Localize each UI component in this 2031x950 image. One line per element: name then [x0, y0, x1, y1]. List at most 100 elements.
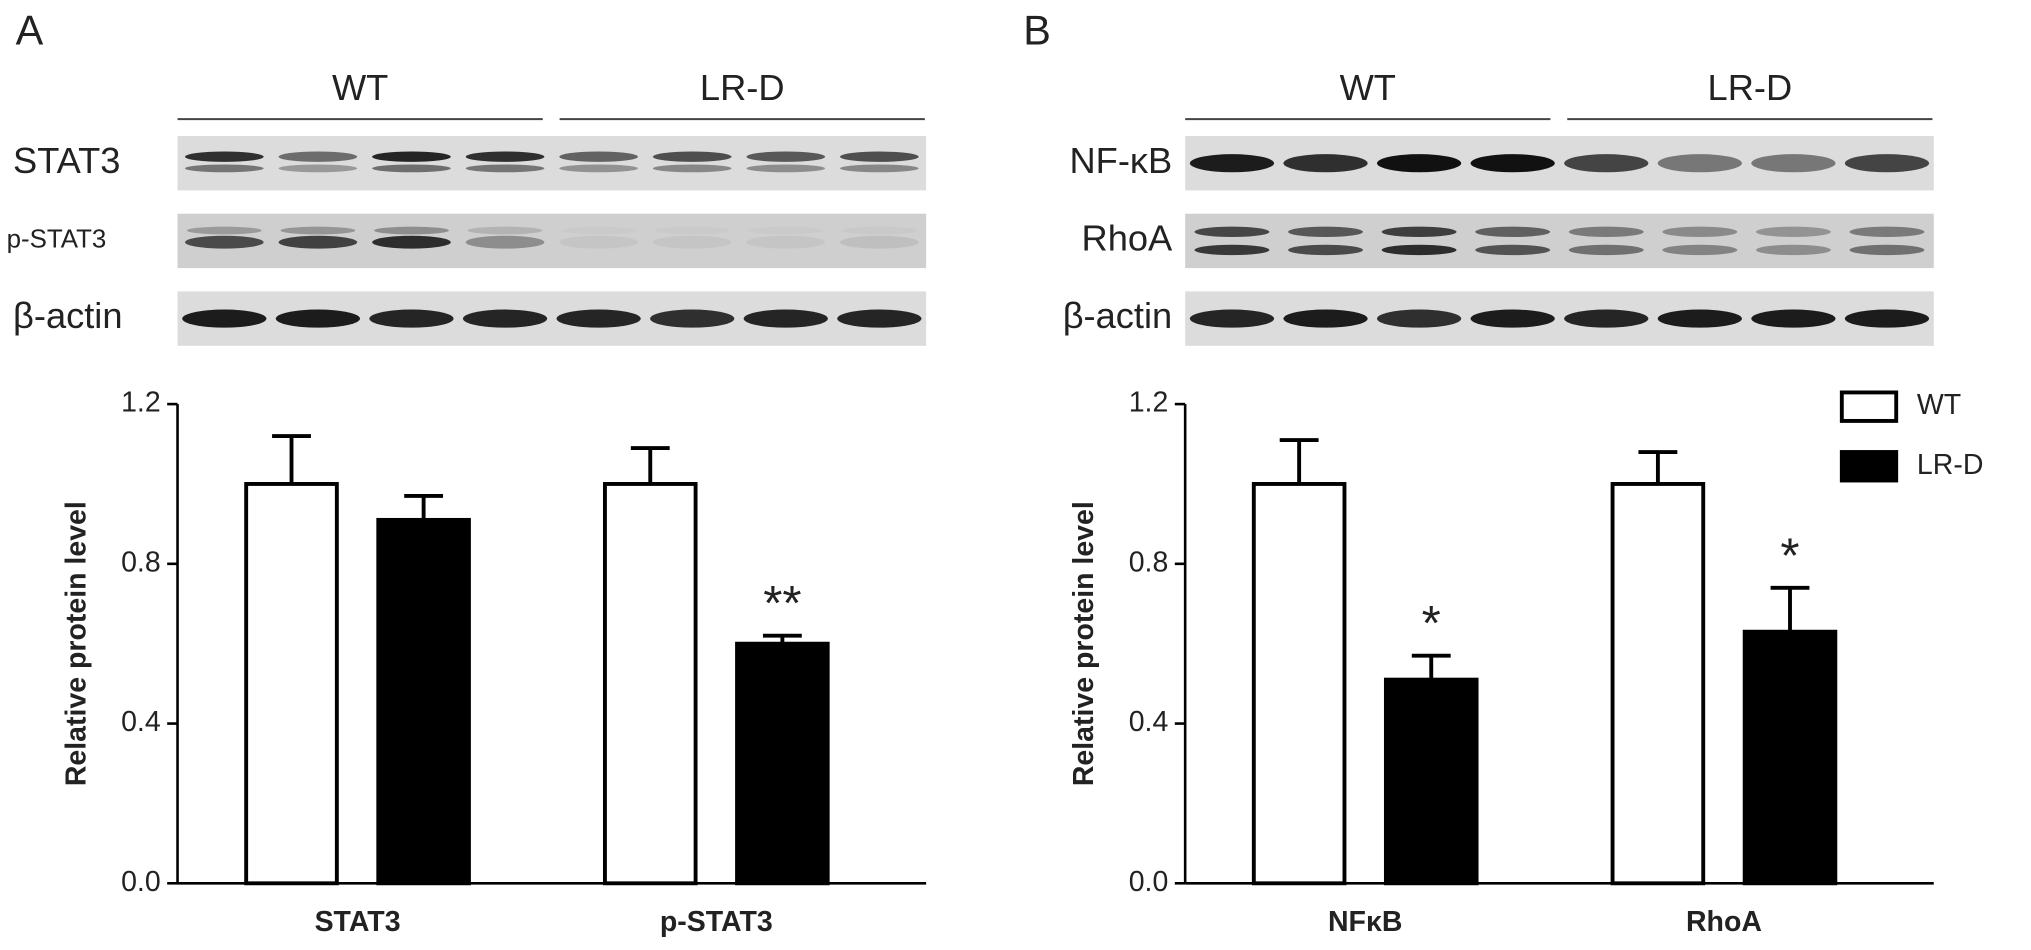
blot-band: [556, 309, 641, 328]
blot-band: [1844, 154, 1930, 173]
blot-label: β-actin: [13, 295, 123, 336]
blot-band: [1194, 226, 1270, 238]
bar: [1251, 482, 1347, 886]
blot-band: [743, 309, 828, 328]
group-label: WT: [332, 67, 388, 108]
blot-label: NF-κB: [1070, 140, 1173, 181]
blot-band: [1564, 154, 1649, 173]
significance-label: **: [763, 576, 801, 631]
blot-band: [842, 227, 917, 235]
legend-label: WT: [1917, 389, 1961, 421]
blot-band: [1189, 154, 1275, 173]
blot-band: [1849, 244, 1925, 256]
blot-band: [1849, 226, 1925, 238]
group-label: WT: [1340, 67, 1396, 108]
blot-band: [465, 151, 545, 162]
blot-band: [1662, 244, 1738, 256]
y-tick-label: 0.4: [1129, 706, 1169, 738]
y-tick-label: 0.4: [121, 706, 161, 738]
blot-band: [1657, 154, 1742, 173]
blot-band: [746, 151, 826, 162]
blot-band: [186, 226, 262, 235]
legend-swatch: [1839, 390, 1899, 423]
blot-band: [1189, 309, 1275, 328]
bar: [1742, 629, 1838, 886]
bar: [244, 482, 339, 886]
blot-band: [840, 164, 919, 173]
blot-label: STAT3: [13, 140, 120, 181]
y-tick-label: 0.8: [121, 546, 161, 578]
x-tick-label: STAT3: [315, 906, 401, 938]
blot-band: [1470, 309, 1555, 328]
blot-band: [185, 235, 264, 249]
blot-band: [1751, 154, 1836, 173]
blot-band: [462, 309, 548, 328]
blot-background: [177, 135, 927, 191]
blot-band: [650, 309, 735, 328]
y-axis-label: Relative protein level: [60, 501, 92, 786]
blot-band: [467, 226, 543, 235]
blot-band: [559, 164, 638, 173]
y-tick-label: 0.8: [1129, 546, 1169, 578]
blot-band: [1751, 309, 1836, 328]
blot-band: [1475, 244, 1551, 256]
blot-band: [278, 235, 358, 249]
blot-band: [374, 226, 449, 235]
blot-band: [559, 235, 638, 249]
blot-band: [1283, 309, 1368, 328]
y-tick-label: 0.0: [121, 866, 161, 898]
y-tick-label: 1.2: [1129, 387, 1169, 419]
blot-label: β-actin: [1063, 295, 1173, 336]
blot-band: [652, 164, 732, 173]
blot-band: [840, 235, 919, 249]
blot-band: [278, 164, 358, 173]
panel-label: B: [1023, 7, 1051, 54]
blot-band: [372, 235, 451, 249]
blot-band: [1381, 226, 1457, 238]
bar: [1610, 482, 1706, 886]
blot-band: [369, 309, 454, 328]
blot-band: [1283, 154, 1368, 173]
bar: [602, 482, 698, 886]
blot-band: [1376, 309, 1462, 328]
blot-band: [1755, 244, 1831, 256]
blot-band: [1288, 244, 1363, 256]
blot-band: [1564, 309, 1649, 328]
blot-band: [372, 164, 451, 173]
blot-band: [465, 235, 545, 249]
blot-band: [185, 151, 264, 162]
y-axis-label: Relative protein level: [1068, 501, 1100, 786]
blot-band: [746, 235, 826, 249]
blot-background: [1185, 213, 1934, 269]
blot-band: [652, 151, 732, 162]
blot-band: [840, 151, 919, 162]
y-tick-label: 1.2: [121, 387, 161, 419]
x-tick-label: p-STAT3: [660, 906, 773, 938]
legend-label: LR-D: [1917, 449, 1983, 481]
blot-band: [1568, 244, 1644, 256]
blot-band: [278, 151, 358, 162]
blot-label: p-STAT3: [7, 226, 107, 254]
blot-band: [1475, 226, 1551, 238]
x-tick-label: NFκB: [1328, 906, 1402, 938]
blot-band: [1194, 244, 1270, 256]
significance-label: *: [1422, 596, 1441, 651]
legend-swatch: [1839, 450, 1899, 483]
blot-band: [1662, 226, 1738, 238]
blot-band: [275, 309, 361, 328]
blot-band: [1844, 309, 1930, 328]
group-label: LR-D: [700, 67, 785, 108]
bar: [376, 517, 471, 886]
x-tick-label: RhoA: [1686, 906, 1762, 938]
blot-band: [559, 151, 638, 162]
panel-label: A: [16, 7, 44, 54]
blot-band: [1376, 154, 1462, 173]
blot-band: [372, 151, 451, 162]
blot-band: [655, 227, 730, 235]
blot-band: [746, 164, 826, 173]
blot-band: [1288, 226, 1363, 238]
significance-label: *: [1780, 528, 1799, 583]
blot-band: [1568, 226, 1644, 238]
blot-band: [182, 309, 267, 328]
